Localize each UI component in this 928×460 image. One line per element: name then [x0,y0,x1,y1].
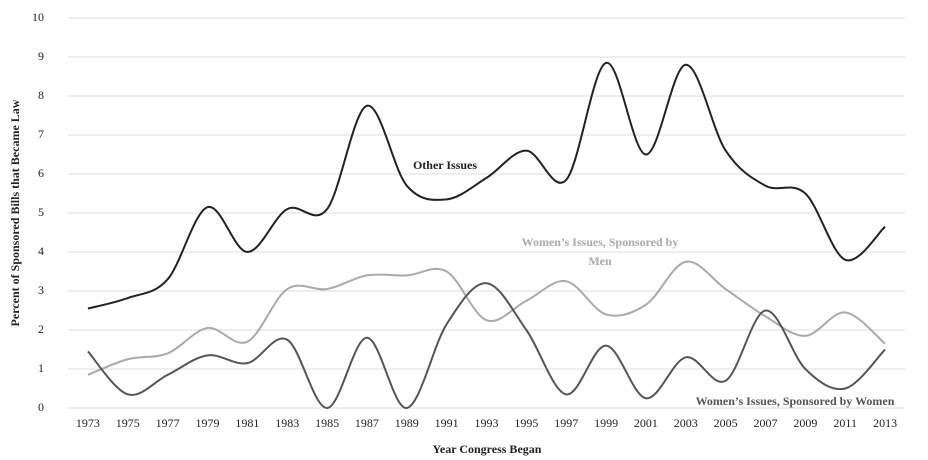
x-tick-label: 1977 [156,416,180,430]
series-label: Women’s Issues, Sponsored by Men [521,235,679,268]
x-tick-label: 1989 [395,416,419,430]
x-tick-label: 2013 [873,416,897,430]
x-tick-label: 2011 [833,416,857,430]
y-tick-label: 2 [38,322,44,336]
y-tick-label: 8 [38,88,44,102]
x-tick-label: 2005 [714,416,738,430]
y-tick-label: 6 [38,166,44,180]
y-tick-label: 9 [38,49,44,63]
x-tick-label: 1997 [554,416,578,430]
series-line [87,260,886,376]
x-tick-label: 1979 [196,416,220,430]
y-tick-label: 5 [38,205,44,219]
series-line [87,61,886,310]
x-tick-label: 1981 [235,416,259,430]
x-tick-label: 1973 [76,416,100,430]
x-tick-label: 2007 [754,416,778,430]
x-tick-label: 2009 [793,416,817,430]
x-tick-label: 1987 [355,416,379,430]
x-axis-title: Year Congress Began [433,442,542,456]
series-label: Other Issues [412,158,478,172]
x-tick-label: 2001 [634,416,658,430]
y-tick-label: 4 [38,244,44,258]
x-tick-label: 1991 [435,416,459,430]
x-tick-label: 1993 [475,416,499,430]
series-label: Women’s Issues, Sponsored by Women [695,394,895,408]
y-axis-title: Percent of Sponsored Bills that Became L… [8,99,22,326]
x-tick-label: 1985 [315,416,339,430]
x-tick-label: 1999 [594,416,618,430]
y-tick-label: 3 [38,283,44,297]
x-tick-label: 1983 [275,416,299,430]
y-tick-label: 10 [32,10,44,24]
y-tick-label: 1 [38,361,44,375]
x-tick-label: 1975 [116,416,140,430]
series-line [87,282,886,410]
y-tick-label: 7 [38,127,44,141]
x-tick-label: 1995 [514,416,538,430]
y-tick-label: 0 [38,400,44,414]
x-tick-label: 2003 [674,416,698,430]
